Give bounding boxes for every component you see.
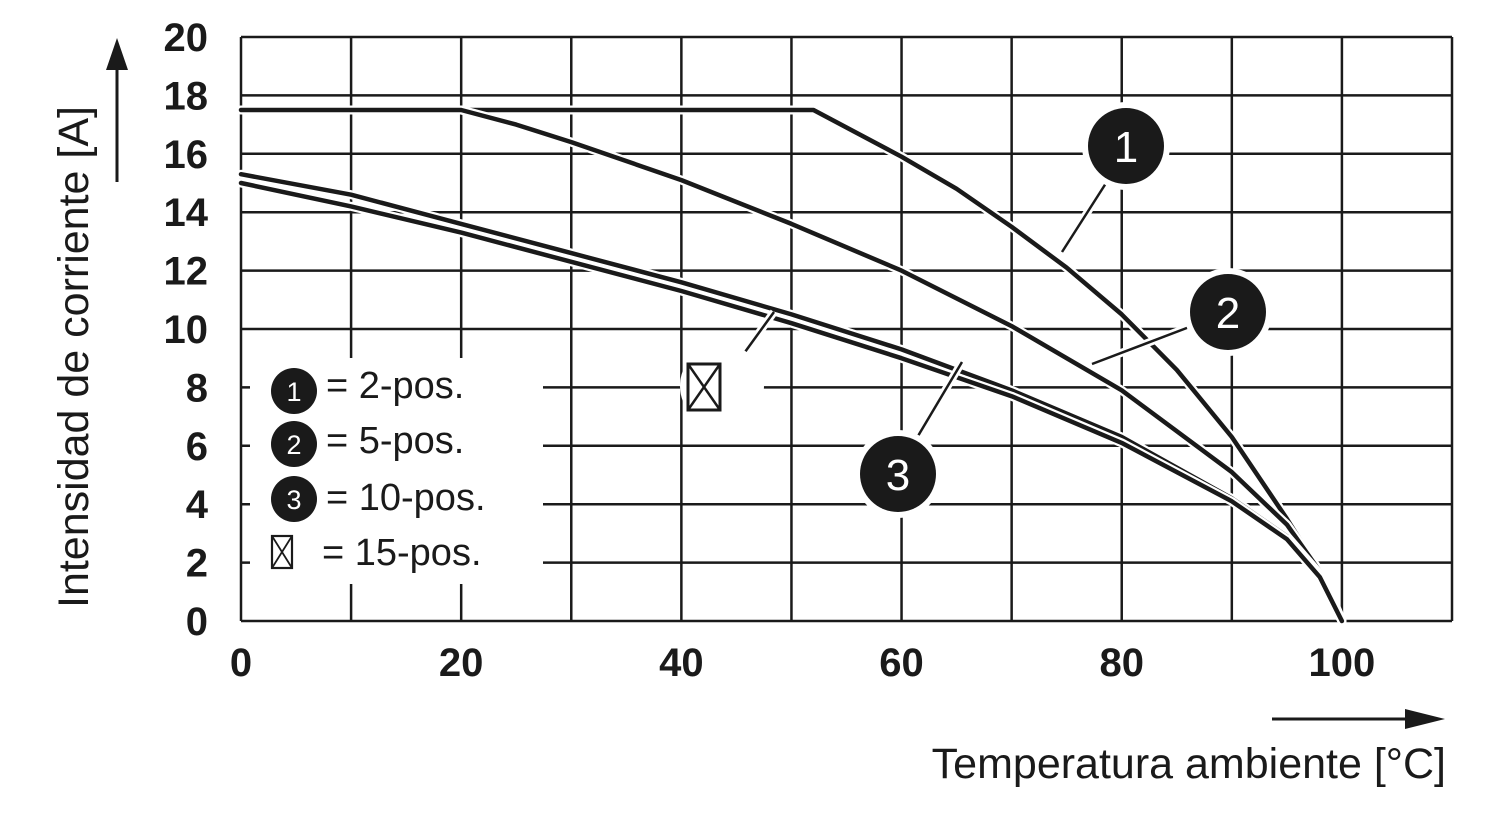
- legend-label-4: = 15-pos.: [322, 532, 482, 574]
- crossed-box-icon: [686, 362, 722, 412]
- y-tick-label: 14: [164, 191, 209, 235]
- x-tick-label: 100: [1309, 641, 1376, 685]
- x-axis-title-group: Temperatura ambiente [°C]: [932, 709, 1446, 788]
- callout-label-2: 2: [1216, 289, 1240, 338]
- callout-marker-3: [860, 436, 936, 512]
- legend-marker-label-2: 2: [286, 430, 301, 460]
- callout-marker-2: [1190, 274, 1266, 350]
- legend-label-2: = 5-pos.: [326, 420, 464, 462]
- legend-label-3: = 10-pos.: [326, 477, 486, 519]
- legend: 1 = 2-pos. 2 = 5-pos. 3 = 10-pos. = 15-p…: [250, 358, 543, 584]
- y-tick-label: 4: [186, 483, 209, 527]
- callout-leader-box: [743, 311, 776, 353]
- x-tick-label: 40: [659, 641, 704, 685]
- y-tick-label: 0: [186, 600, 208, 644]
- series-line-2: [238, 107, 1345, 624]
- curve-callouts: 1 2 3: [680, 102, 1272, 518]
- legend-marker-3: [271, 476, 317, 522]
- y-axis-arrow-head: [106, 38, 128, 70]
- callout-leader-3: [916, 361, 964, 437]
- callout-label-1: 1: [1114, 123, 1138, 172]
- x-axis-label: Temperatura ambiente [°C]: [932, 740, 1446, 788]
- y-tick-label: 16: [164, 133, 209, 177]
- y-tick-label: 8: [186, 366, 208, 410]
- legend-marker-label-1: 1: [286, 377, 301, 407]
- callout-leader-2: [1091, 324, 1193, 366]
- x-tick-label: 0: [230, 641, 252, 685]
- y-tick-label: 6: [186, 425, 208, 469]
- y-tick-label: 10: [164, 308, 209, 352]
- series-line-4: [238, 180, 1345, 624]
- x-tick-label: 20: [439, 641, 484, 685]
- x-tick-label: 80: [1099, 641, 1144, 685]
- legend-crossed-box-icon: [270, 534, 294, 570]
- legend-marker-label-3: 3: [286, 485, 301, 515]
- y-tick-label: 12: [164, 250, 209, 294]
- y-axis-title-group: Intensidad de corriente [A]: [50, 38, 128, 608]
- y-axis-label: Intensidad de corriente [A]: [50, 106, 98, 608]
- x-axis-arrow-head: [1405, 709, 1445, 729]
- callout-leader-1: [1060, 179, 1110, 253]
- y-tick-label: 2: [186, 542, 208, 586]
- legend-marker-2: [271, 421, 317, 467]
- callout-label-3: 3: [886, 451, 910, 500]
- curves: [236, 105, 1347, 626]
- legend-marker-1: [271, 368, 317, 414]
- callout-marker-1: [1088, 108, 1164, 184]
- y-tick-label: 20: [164, 16, 209, 60]
- legend-label-1: = 2-pos.: [326, 365, 464, 407]
- x-tick-label: 60: [879, 641, 924, 685]
- y-tick-label: 18: [164, 74, 209, 118]
